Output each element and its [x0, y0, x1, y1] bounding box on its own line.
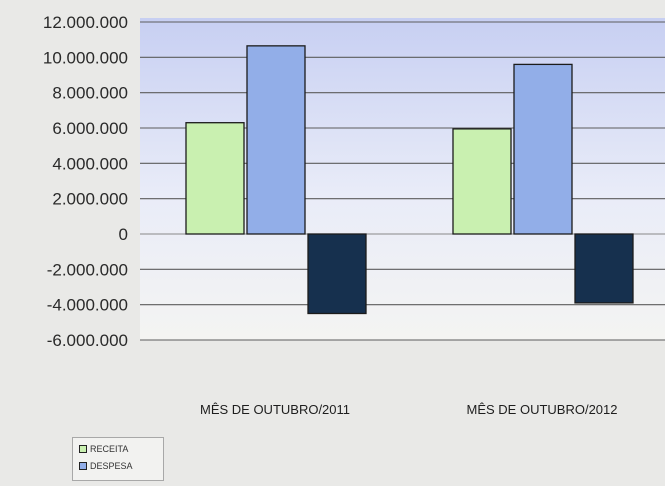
y-tick-label: 4.000.000 — [52, 154, 128, 173]
y-tick-labels: 12.000.000 10.000.000 8.000.000 6.000.000 4.… — [43, 13, 128, 350]
y-tick-label: -6.000.000 — [47, 331, 128, 350]
y-tick-label: 8.000.000 — [52, 84, 128, 103]
x-tick-label: MÊS DE OUTUBRO/2012 — [467, 402, 618, 417]
x-tick-label: MÊS DE OUTUBRO/2011 — [200, 402, 350, 417]
x-tick-labels: MÊS DE OUTUBRO/2011 MÊS DE OUTUBRO/2012 — [200, 402, 618, 417]
y-tick-label: 0 — [119, 225, 128, 244]
bar-series-0-cat-0 — [185, 122, 245, 235]
legend-label-receita: RECEITA — [90, 444, 129, 454]
y-tick-label: 2.000.000 — [52, 190, 128, 209]
legend-swatch-despesa — [79, 462, 87, 470]
bar-series-1-cat-0 — [246, 45, 306, 235]
y-tick-label: 10.000.000 — [43, 48, 128, 67]
y-tick-label: 6.000.000 — [52, 119, 128, 138]
legend: RECEITA DESPESA — [72, 437, 164, 481]
legend-swatch-receita — [79, 445, 87, 453]
bars — [185, 45, 634, 315]
bar-series-2-cat-1 — [574, 233, 634, 304]
y-tick-label: 12.000.000 — [43, 13, 128, 32]
bar-series-2-cat-0 — [307, 233, 367, 315]
bar-series-0-cat-1 — [452, 128, 512, 235]
bar-series-1-cat-1 — [513, 63, 573, 235]
legend-label-despesa: DESPESA — [90, 461, 133, 471]
legend-item-receita: RECEITA — [79, 442, 163, 456]
y-tick-label: -2.000.000 — [47, 260, 128, 279]
legend-item-despesa: DESPESA — [79, 459, 163, 473]
y-tick-label: -4.000.000 — [47, 296, 128, 315]
